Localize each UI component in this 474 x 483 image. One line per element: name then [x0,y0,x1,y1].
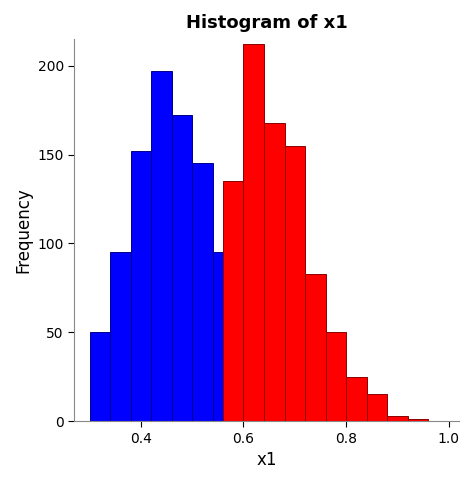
Bar [366,395,387,421]
Bar [408,419,428,421]
Bar [254,407,274,421]
Bar [151,71,172,421]
Bar [244,377,264,421]
Bar [192,163,213,421]
Bar [244,44,264,421]
X-axis label: x1: x1 [256,451,277,469]
Bar [172,115,192,421]
Title: Histogram of x1: Histogram of x1 [186,14,347,32]
Bar [305,273,326,421]
Bar [387,416,408,421]
Bar [110,252,131,421]
Bar [346,377,366,421]
Bar [223,181,244,421]
Bar [284,146,305,421]
Bar [264,123,284,421]
Bar [326,332,346,421]
Bar [90,332,110,421]
Bar [233,350,254,421]
Y-axis label: Frequency: Frequency [14,187,32,273]
Bar [213,252,233,421]
Bar [131,151,151,421]
